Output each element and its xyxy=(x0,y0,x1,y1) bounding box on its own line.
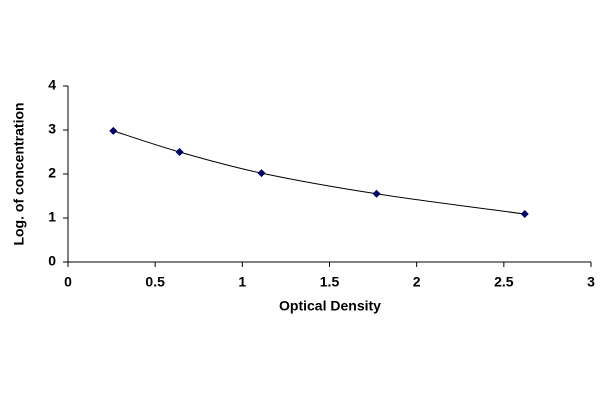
data-point xyxy=(175,148,184,156)
y-tick-label: 2 xyxy=(48,165,56,181)
x-tick-label: 0 xyxy=(64,274,72,290)
y-tick-label: 0 xyxy=(48,253,56,269)
data-point xyxy=(520,210,529,219)
y-tick-label: 1 xyxy=(48,209,56,225)
x-tick-label: 1.5 xyxy=(320,274,340,290)
x-tick-label: 2 xyxy=(413,274,421,290)
x-tick-label: 1 xyxy=(238,274,246,290)
x-tick-label: 0.5 xyxy=(145,274,165,290)
x-axis-label: Optical Density xyxy=(279,298,381,314)
y-tick-label: 4 xyxy=(48,77,56,93)
data-point xyxy=(257,169,266,178)
data-point xyxy=(372,189,381,198)
x-tick-label: 3 xyxy=(587,274,595,290)
data-point xyxy=(109,126,118,135)
fit-line xyxy=(113,130,525,215)
y-axis-label: Log. of concentration xyxy=(11,102,27,245)
x-tick-label: 2.5 xyxy=(494,274,514,290)
y-tick-label: 3 xyxy=(48,121,56,137)
